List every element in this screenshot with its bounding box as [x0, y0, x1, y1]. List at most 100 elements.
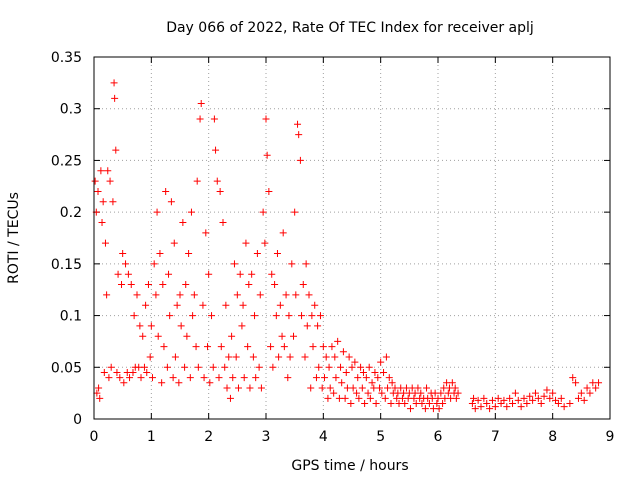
data-point [322, 353, 330, 361]
data-point [167, 198, 175, 206]
data-point [328, 343, 336, 351]
data-point [225, 353, 233, 361]
data-point [503, 403, 511, 411]
data-point [113, 368, 121, 376]
data-point [474, 396, 482, 404]
data-point [97, 167, 105, 175]
data-point [206, 379, 214, 387]
data-point [127, 281, 135, 289]
data-point [173, 301, 181, 309]
data-point [523, 399, 531, 407]
data-point [311, 301, 319, 309]
data-point [202, 229, 210, 237]
data-point [451, 384, 459, 392]
data-point [159, 281, 167, 289]
data-point [385, 374, 393, 382]
data-point [320, 374, 328, 382]
data-point [204, 343, 212, 351]
data-point [477, 403, 485, 411]
data-point [111, 94, 119, 102]
data-point [230, 260, 238, 268]
data-point [417, 389, 425, 397]
data-point [245, 281, 253, 289]
data-point [423, 384, 431, 392]
data-point [209, 363, 217, 371]
x-tick-label: 9 [606, 429, 615, 445]
data-point [291, 208, 299, 216]
data-point [210, 115, 218, 123]
data-point [517, 403, 525, 411]
y-tick-label: 0.05 [51, 360, 82, 376]
data-point [140, 363, 148, 371]
data-point [181, 363, 189, 371]
data-point [534, 394, 542, 402]
data-point [91, 177, 99, 185]
data-point [105, 374, 113, 382]
data-point [165, 270, 173, 278]
x-axis-label: GPS time / hours [291, 458, 408, 474]
data-point [242, 239, 250, 247]
data-point [284, 374, 292, 382]
data-point [104, 167, 112, 175]
data-point [212, 146, 220, 154]
data-point [557, 394, 565, 402]
data-point [358, 384, 366, 392]
data-point [189, 312, 197, 320]
data-point [315, 363, 323, 371]
data-point [452, 394, 460, 402]
data-point [94, 187, 102, 195]
data-point [421, 405, 429, 413]
grid-lines [94, 57, 610, 419]
data-point [292, 291, 300, 299]
data-point [196, 115, 204, 123]
data-point [318, 384, 326, 392]
data-point [359, 368, 367, 376]
data-point [341, 394, 349, 402]
data-point [319, 343, 327, 351]
data-point [387, 399, 395, 407]
data-point [185, 250, 193, 258]
x-tick-label: 6 [434, 429, 443, 445]
data-point [267, 343, 275, 351]
data-point [439, 399, 447, 407]
data-point [169, 374, 177, 382]
data-point [137, 374, 145, 382]
data-point [566, 399, 574, 407]
data-point [194, 363, 202, 371]
data-point [296, 156, 304, 164]
data-point [192, 343, 200, 351]
data-point [381, 394, 389, 402]
data-point [96, 394, 104, 402]
data-point [577, 389, 585, 397]
data-point [365, 363, 373, 371]
data-point [219, 218, 227, 226]
data-point [160, 343, 168, 351]
data-point [583, 384, 591, 392]
x-tick-label: 3 [262, 429, 271, 445]
data-point [162, 187, 170, 195]
data-point [187, 208, 195, 216]
data-point [263, 151, 271, 159]
data-point [295, 131, 303, 139]
data-point [372, 399, 380, 407]
data-point [261, 239, 269, 247]
data-point [506, 394, 514, 402]
data-point [486, 405, 494, 413]
data-point [552, 396, 560, 404]
data-point [569, 374, 577, 382]
data-point [349, 384, 357, 392]
data-point [273, 250, 281, 258]
data-point [143, 368, 151, 376]
data-point [199, 301, 207, 309]
y-tick-label: 0.35 [51, 50, 82, 66]
data-point [150, 260, 158, 268]
data-point [483, 399, 491, 407]
data-point [285, 312, 293, 320]
data-point [101, 239, 109, 247]
data-point [154, 332, 162, 340]
data-point [166, 312, 174, 320]
data-point [348, 363, 356, 371]
data-point [170, 239, 178, 247]
data-point [221, 363, 229, 371]
data-point [414, 384, 422, 392]
